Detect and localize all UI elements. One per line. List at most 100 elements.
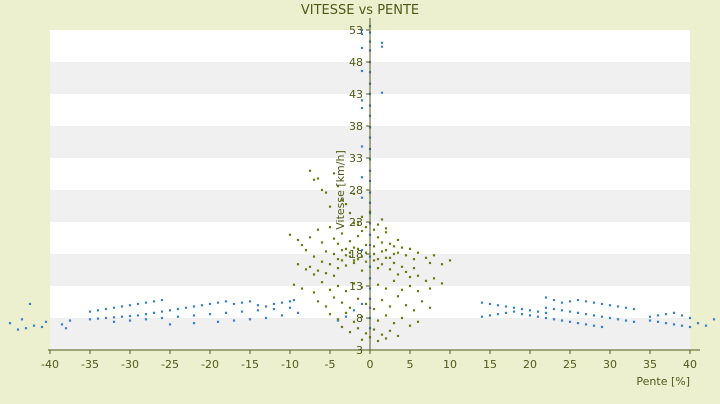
data-point-blue [504,311,508,314]
data-point-olive [424,256,428,259]
data-point-olive [336,185,340,188]
y-tick-label: 13 [349,280,363,293]
data-point-blue [280,314,284,317]
x-tick-label: 40 [683,358,697,371]
data-point-olive [344,202,348,206]
data-point-olive [344,254,348,257]
data-point-olive [384,337,388,340]
data-point-olive [380,218,384,221]
data-point-blue [592,314,596,317]
data-point-blue [112,320,116,323]
data-point-blue [360,69,364,73]
data-point-olive [360,315,364,318]
data-point-olive [416,290,420,293]
data-point-blue [592,324,596,327]
data-point-olive [328,313,332,316]
data-point-blue [96,317,100,320]
data-point-olive [396,334,400,338]
data-point-blue [120,315,124,318]
data-point-blue [28,302,32,306]
data-point-olive [360,229,364,233]
data-point-olive [380,333,384,336]
data-point-olive [324,272,328,275]
data-point-blue [576,322,580,325]
data-point-blue [512,310,516,313]
data-point-blue [568,300,572,303]
data-point-olive [356,247,360,250]
x-tick-label: 30 [603,358,617,371]
data-point-blue [672,323,676,326]
data-point-olive [344,311,348,314]
data-point-blue [632,320,636,323]
data-point-blue [20,318,24,321]
data-point-olive [408,247,412,250]
data-point-blue [360,106,364,110]
data-point-olive [364,332,368,335]
data-point-olive [384,249,388,252]
x-tick-label: -10 [281,358,299,371]
data-point-blue [488,314,492,317]
data-point-blue [256,304,260,307]
data-point-olive [364,226,368,229]
x-axis-label: Pente [%] [636,375,690,388]
data-point-blue [544,296,548,299]
data-point-olive [372,245,376,248]
data-point-olive [336,266,340,270]
data-point-blue [200,304,204,307]
data-point-blue [272,307,276,311]
data-point-olive [336,258,340,261]
data-point-blue [568,310,572,313]
data-point-blue [624,306,628,309]
data-point-blue [176,307,180,311]
data-point-olive [376,223,380,226]
data-point-blue [536,310,540,313]
data-point-olive [340,232,344,235]
data-point-blue [360,249,364,252]
y-tick-label: 33 [349,152,363,165]
data-point-blue [544,306,548,309]
data-point-blue [112,316,116,319]
data-point-olive [348,255,352,258]
data-point-olive [424,279,428,282]
data-point-blue [136,314,140,317]
data-point-blue [544,316,548,320]
data-point-olive [352,320,356,323]
data-point-olive [392,261,396,265]
data-point-olive [348,240,352,243]
data-point-olive [392,252,396,256]
chart-title: VITESSE vs PENTE [301,3,419,18]
data-point-olive [356,223,360,226]
data-point-blue [176,315,180,318]
data-point-blue [216,301,220,304]
data-point-blue [192,305,196,308]
data-point-blue [216,320,220,323]
data-point-olive [380,241,384,244]
data-point-blue [560,319,564,322]
data-point-blue [704,324,708,327]
data-point-olive [376,258,380,261]
data-point-olive [416,320,420,323]
data-point-blue [104,316,108,320]
x-tick-labels: -40 -35 -30 -25 -20 -15 -10 -5 0 5 10 15 20 25 30 35 40 [41,350,697,371]
data-point-olive [320,260,324,263]
data-point-blue [16,328,20,331]
data-point-olive [400,316,404,320]
data-point-olive [440,282,444,285]
data-point-olive [384,231,388,234]
data-point-olive [336,242,340,245]
data-point-blue [380,45,384,48]
data-point-olive [356,234,360,238]
x-tick-label: -35 [81,358,99,371]
data-point-blue [576,311,580,314]
data-point-blue [208,313,212,316]
data-point-blue [688,325,692,329]
data-point-olive [428,287,432,290]
data-point-olive [328,226,332,229]
data-point-olive [320,188,324,192]
data-point-olive [384,256,388,259]
data-point-blue [40,325,44,329]
data-point-blue [144,313,148,316]
x-tick-label: -25 [161,358,179,371]
data-point-blue [608,316,612,320]
